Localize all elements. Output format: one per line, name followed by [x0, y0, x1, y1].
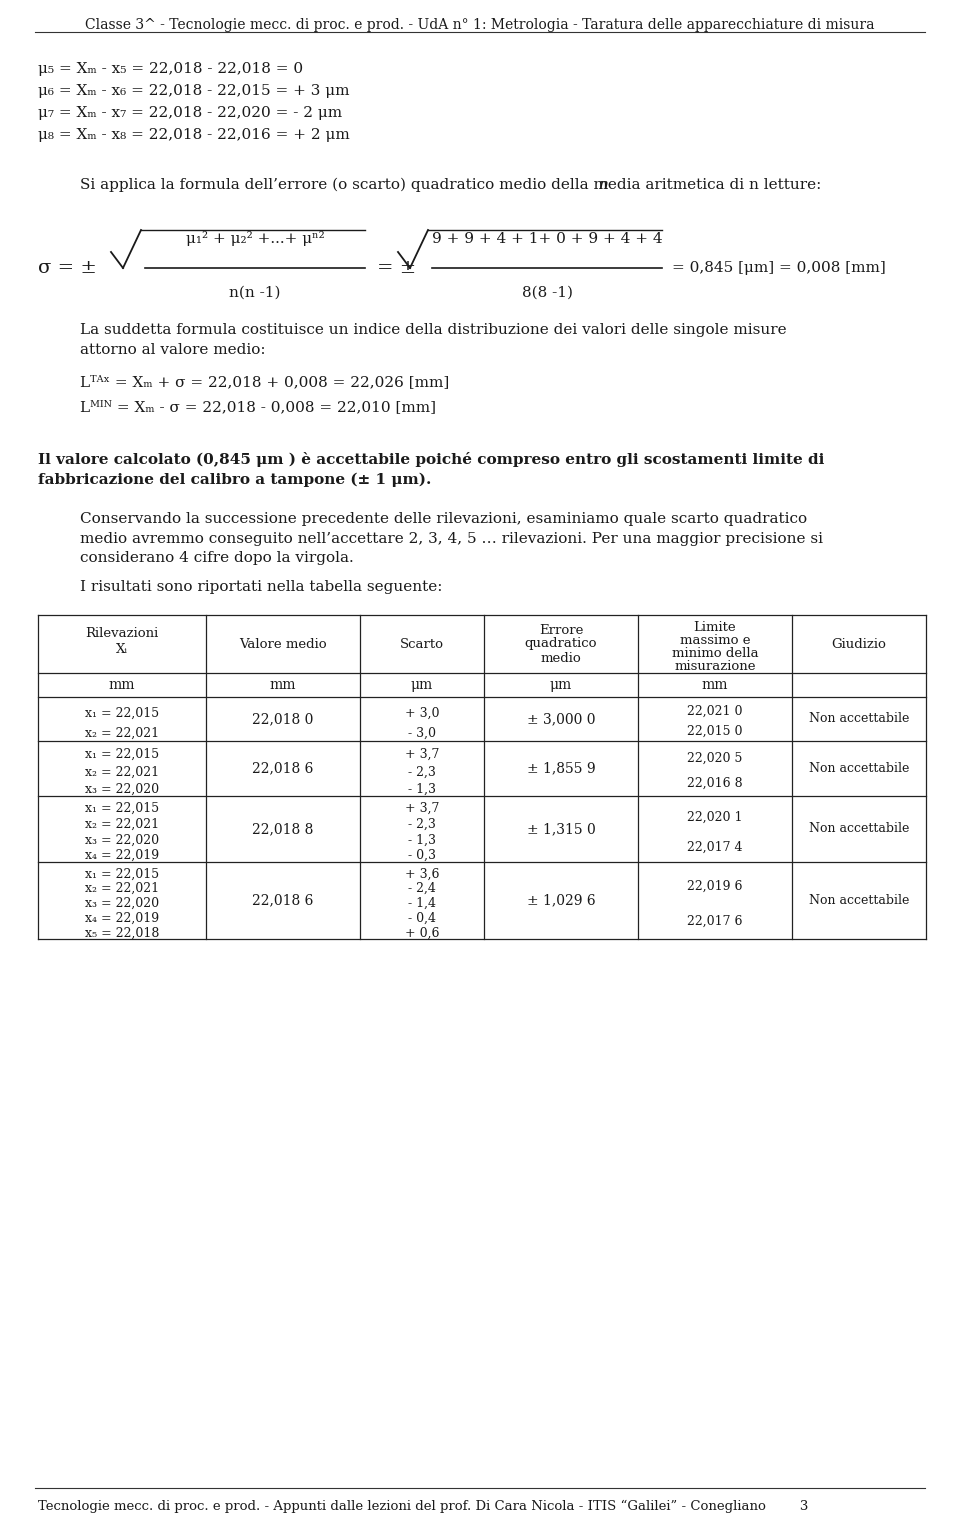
Text: ± 1,029 6: ± 1,029 6	[527, 893, 595, 907]
Text: - 1,3: - 1,3	[408, 834, 436, 846]
Text: 22,020 5: 22,020 5	[687, 752, 743, 766]
Text: x₃ = 22,020: x₃ = 22,020	[84, 834, 159, 846]
Text: Scarto: Scarto	[400, 638, 444, 650]
Text: 22,017 4: 22,017 4	[687, 840, 743, 854]
Text: ± 1,315 0: ± 1,315 0	[527, 822, 595, 836]
Text: Conservando la successione precedente delle rilevazioni, esaminiamo quale scarto: Conservando la successione precedente de…	[80, 511, 823, 565]
Text: Classe 3^ - Tecnologie mecc. di proc. e prod. - UdA n° 1: Metrologia - Taratura : Classe 3^ - Tecnologie mecc. di proc. e …	[85, 18, 875, 32]
Text: x₅ = 22,018: x₅ = 22,018	[84, 927, 159, 939]
Text: 22,018 0: 22,018 0	[252, 712, 314, 726]
Text: 22,016 8: 22,016 8	[687, 778, 743, 790]
Text: misurazione: misurazione	[674, 661, 756, 673]
Text: x₂ = 22,021: x₂ = 22,021	[84, 726, 159, 740]
Text: minimo della: minimo della	[672, 647, 758, 661]
Text: = 0,845 [μm] = 0,008 [mm]: = 0,845 [μm] = 0,008 [mm]	[672, 260, 886, 275]
Text: n(n -1): n(n -1)	[229, 286, 280, 300]
Text: 22,017 6: 22,017 6	[687, 915, 743, 928]
Text: μ₅ = Xₘ - x₅ = 22,018 - 22,018 = 0: μ₅ = Xₘ - x₅ = 22,018 - 22,018 = 0	[38, 62, 303, 76]
Text: - 3,0: - 3,0	[408, 726, 436, 740]
Text: σ = ±: σ = ±	[38, 259, 97, 277]
Text: + 3,0: + 3,0	[405, 706, 440, 720]
Text: quadratico: quadratico	[525, 638, 597, 650]
Text: - 0,4: - 0,4	[408, 912, 436, 925]
Text: μ₁² + μ₂² +...+ μⁿ²: μ₁² + μ₂² +...+ μⁿ²	[185, 231, 324, 247]
Text: Non accettabile: Non accettabile	[809, 763, 909, 775]
Text: = ±: = ±	[377, 259, 417, 277]
Text: + 3,6: + 3,6	[405, 868, 440, 880]
Text: 22,018 6: 22,018 6	[252, 893, 314, 907]
Text: Giudizio: Giudizio	[831, 638, 886, 650]
Text: μ₈ = Xₘ - x₈ = 22,018 - 22,016 = + 2 μm: μ₈ = Xₘ - x₈ = 22,018 - 22,016 = + 2 μm	[38, 128, 349, 142]
Text: 22,018 6: 22,018 6	[252, 761, 314, 776]
Text: x₁ = 22,015: x₁ = 22,015	[84, 706, 159, 720]
Text: + 0,6: + 0,6	[405, 927, 440, 939]
Text: 9 + 9 + 4 + 1+ 0 + 9 + 4 + 4: 9 + 9 + 4 + 1+ 0 + 9 + 4 + 4	[432, 231, 662, 247]
Text: 22,021 0: 22,021 0	[687, 705, 743, 717]
Text: Non accettabile: Non accettabile	[809, 822, 909, 836]
Text: 8(8 -1): 8(8 -1)	[521, 286, 572, 300]
Text: - 1,4: - 1,4	[408, 896, 436, 910]
Text: 22,020 1: 22,020 1	[687, 811, 743, 823]
Text: - 2,3: - 2,3	[408, 766, 436, 778]
Text: μ₇ = Xₘ - x₇ = 22,018 - 22,020 = - 2 μm: μ₇ = Xₘ - x₇ = 22,018 - 22,020 = - 2 μm	[38, 107, 342, 120]
Text: μm: μm	[550, 677, 572, 693]
Text: I risultati sono riportati nella tabella seguente:: I risultati sono riportati nella tabella…	[80, 580, 443, 594]
Text: - 1,3: - 1,3	[408, 782, 436, 796]
Text: mm: mm	[108, 677, 135, 693]
Text: medio: medio	[540, 651, 582, 665]
Text: ± 3,000 0: ± 3,000 0	[527, 712, 595, 726]
Text: Limite: Limite	[694, 621, 736, 635]
Text: mm: mm	[702, 677, 729, 693]
Text: La suddetta formula costituisce un indice della distribuzione dei valori delle s: La suddetta formula costituisce un indic…	[80, 323, 786, 356]
Text: Valore medio: Valore medio	[239, 638, 326, 650]
Text: μ₆ = Xₘ - x₆ = 22,018 - 22,015 = + 3 μm: μ₆ = Xₘ - x₆ = 22,018 - 22,015 = + 3 μm	[38, 84, 349, 97]
Text: x₂ = 22,021: x₂ = 22,021	[84, 817, 159, 831]
Text: x₃ = 22,020: x₃ = 22,020	[84, 782, 159, 796]
Text: Lᴹᴵᴺ = Xₘ - σ = 22,018 - 0,008 = 22,010 [mm]: Lᴹᴵᴺ = Xₘ - σ = 22,018 - 0,008 = 22,010 …	[80, 400, 436, 414]
Text: x₁ = 22,015: x₁ = 22,015	[84, 749, 159, 761]
Text: x₁ = 22,015: x₁ = 22,015	[84, 802, 159, 816]
Text: Il valore calcolato (0,845 μm ) è accettabile poiché compreso entro gli scostame: Il valore calcolato (0,845 μm ) è accett…	[38, 452, 825, 487]
Text: - 2,3: - 2,3	[408, 817, 436, 831]
Text: x₄ = 22,019: x₄ = 22,019	[84, 849, 159, 863]
Text: x₁ = 22,015: x₁ = 22,015	[84, 868, 159, 880]
Text: x₃ = 22,020: x₃ = 22,020	[84, 896, 159, 910]
Text: - 2,4: - 2,4	[408, 883, 436, 895]
Text: + 3,7: + 3,7	[405, 749, 439, 761]
Text: - 0,3: - 0,3	[408, 849, 436, 863]
Text: x₂ = 22,021: x₂ = 22,021	[84, 766, 159, 778]
Text: Rilevazioni: Rilevazioni	[85, 627, 158, 639]
Text: Non accettabile: Non accettabile	[809, 712, 909, 726]
Text: Errore: Errore	[539, 624, 583, 636]
Text: mm: mm	[270, 677, 297, 693]
Text: x₄ = 22,019: x₄ = 22,019	[84, 912, 159, 925]
Text: Tecnologie mecc. di proc. e prod. - Appunti dalle lezioni del prof. Di Cara Nico: Tecnologie mecc. di proc. e prod. - Appu…	[38, 1501, 808, 1513]
Text: ± 1,855 9: ± 1,855 9	[527, 761, 595, 776]
Text: 22,018 8: 22,018 8	[252, 822, 314, 836]
Text: x₂ = 22,021: x₂ = 22,021	[84, 883, 159, 895]
Text: + 3,7: + 3,7	[405, 802, 439, 816]
Text: Lᵀᴬˣ = Xₘ + σ = 22,018 + 0,008 = 22,026 [mm]: Lᵀᴬˣ = Xₘ + σ = 22,018 + 0,008 = 22,026 …	[80, 374, 449, 390]
Text: Si applica la formula dell’errore (o scarto) quadratico medio della media aritme: Si applica la formula dell’errore (o sca…	[80, 178, 822, 192]
Text: Non accettabile: Non accettabile	[809, 893, 909, 907]
Text: Xᵢ: Xᵢ	[116, 642, 128, 656]
Text: 22,019 6: 22,019 6	[687, 880, 743, 893]
Text: n: n	[599, 178, 609, 192]
Text: μm: μm	[411, 677, 433, 693]
Text: massimo e: massimo e	[680, 635, 751, 647]
Text: 22,015 0: 22,015 0	[687, 724, 743, 738]
